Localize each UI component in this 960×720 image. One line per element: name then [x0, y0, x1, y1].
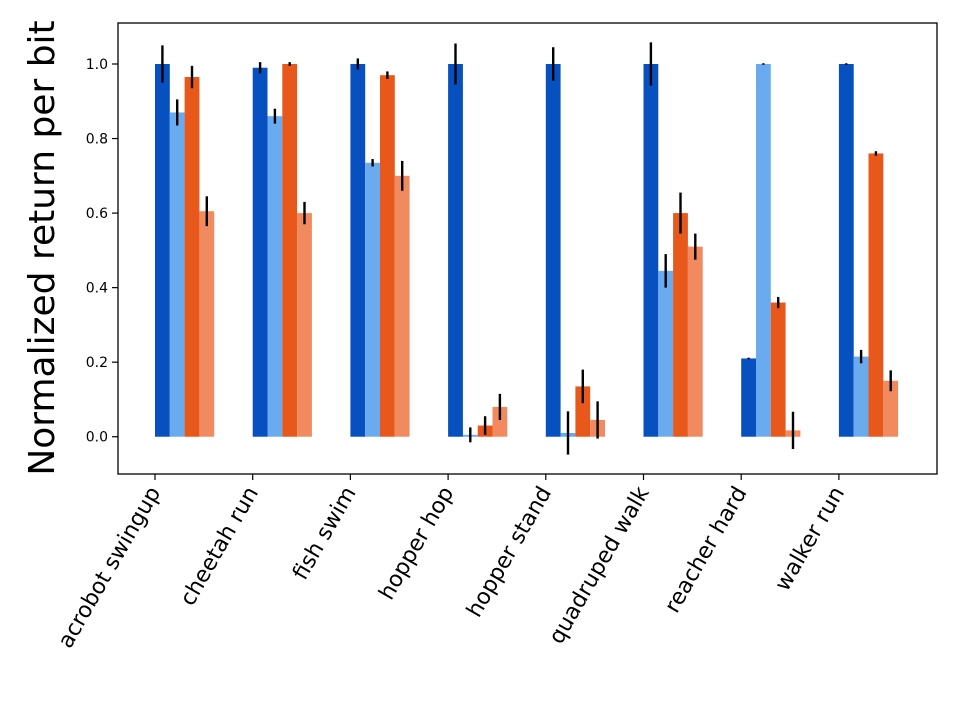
y-tick-label: 1.0	[86, 57, 108, 73]
x-tick-label: quadruped walk	[544, 482, 654, 648]
error-bars-layer	[161, 42, 892, 455]
bar	[267, 116, 283, 437]
bar	[282, 64, 298, 437]
x-tick-label: acrobot swingup	[54, 483, 167, 653]
bar	[169, 112, 185, 437]
x-tick-label: fish swim	[288, 483, 361, 585]
plot-frame	[117, 22, 938, 475]
bar	[687, 246, 703, 437]
bar	[448, 64, 463, 437]
bar	[756, 64, 771, 437]
bar	[297, 213, 312, 437]
bar	[838, 64, 854, 437]
bar	[252, 67, 268, 437]
y-tick-label: 0.6	[86, 206, 108, 222]
y-tick-label: 0.8	[86, 132, 108, 148]
bar	[883, 380, 899, 437]
bar	[155, 64, 170, 437]
bars-layer	[155, 64, 899, 437]
bar	[365, 162, 380, 437]
bar	[868, 153, 884, 437]
bar	[184, 77, 200, 437]
y-tick-label: 0.0	[86, 430, 108, 446]
bar	[199, 211, 215, 437]
bar	[575, 386, 591, 437]
y-axis-title: Normalized return per bit	[22, 20, 63, 475]
bar	[545, 64, 561, 437]
bar	[853, 356, 869, 437]
y-tick-label: 0.4	[86, 281, 108, 297]
bar	[770, 302, 786, 437]
bar	[741, 358, 756, 437]
bar	[394, 175, 410, 437]
x-tick-label: walker run	[770, 483, 850, 596]
bar	[380, 75, 395, 437]
y-tick-label: 0.2	[86, 355, 108, 371]
bar	[673, 213, 688, 437]
y-axis: 0.0 0.2 0.4 0.6 0.8 1.0	[86, 57, 118, 446]
bar	[492, 406, 508, 437]
bar	[658, 270, 674, 437]
x-tick-label: hopper hop	[375, 483, 460, 605]
x-axis: acrobot swingup cheetah run fish swim hoppe…	[54, 474, 850, 653]
bar	[643, 64, 659, 437]
x-tick-label: hopper stand	[462, 483, 557, 622]
x-tick-label: reacher hard	[660, 483, 752, 618]
x-tick-label: cheetah run	[176, 483, 264, 611]
bar	[350, 64, 366, 437]
